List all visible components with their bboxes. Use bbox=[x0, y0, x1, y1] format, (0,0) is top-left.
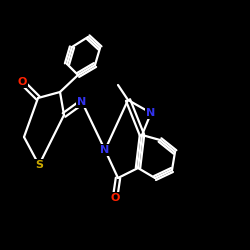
Text: N: N bbox=[78, 97, 87, 107]
Text: N: N bbox=[100, 145, 110, 155]
Text: S: S bbox=[35, 160, 43, 170]
Text: O: O bbox=[17, 77, 27, 87]
Text: O: O bbox=[110, 193, 120, 203]
Text: N: N bbox=[146, 108, 156, 118]
